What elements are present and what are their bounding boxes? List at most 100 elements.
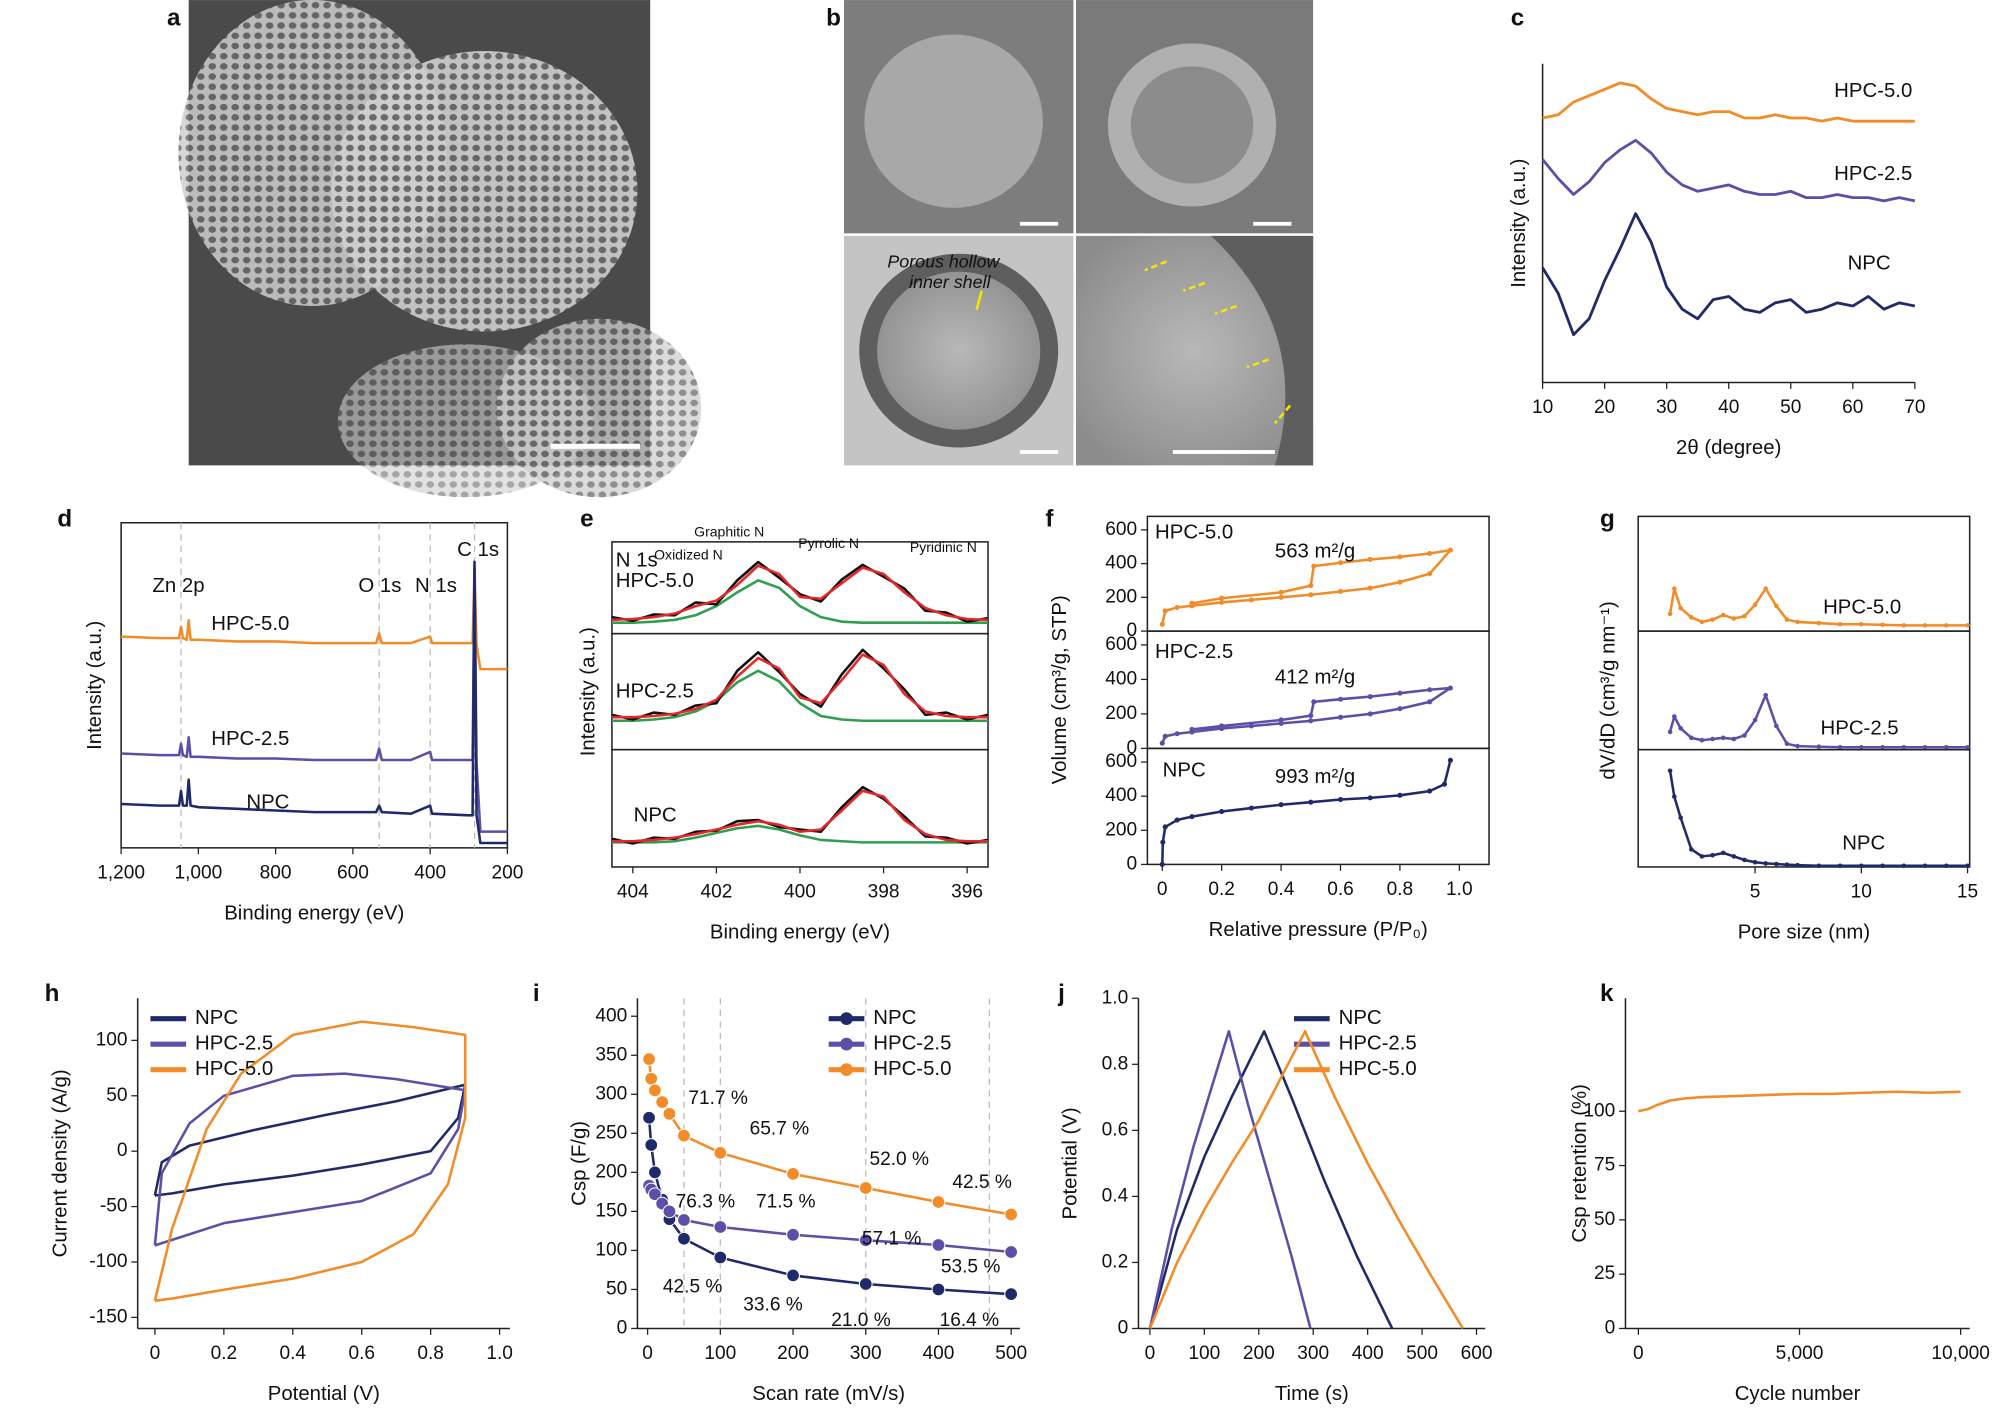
- data-point: [1689, 735, 1694, 741]
- data-point: [1880, 622, 1885, 628]
- y-tick-label: -150: [89, 1306, 127, 1327]
- y-tick-label: -100: [89, 1251, 127, 1272]
- panel-letter: i: [533, 980, 540, 1007]
- y-tick-label: 0: [1118, 1318, 1129, 1339]
- series-line: [153, 1020, 467, 1303]
- series-line: [611, 564, 989, 622]
- series-line: [1541, 138, 1916, 203]
- reference-label: N 1s: [415, 575, 457, 597]
- panel-letter: d: [57, 506, 72, 533]
- data-point: [1731, 736, 1737, 742]
- data-point: [642, 1052, 656, 1067]
- data-point: [1816, 620, 1822, 626]
- y-tick-label: 50: [606, 1278, 627, 1299]
- data-point: [1219, 595, 1225, 601]
- legend-label: HPC-5.0: [1339, 1058, 1417, 1080]
- data-point: [1427, 687, 1433, 693]
- data-point: [1397, 554, 1403, 560]
- data-point: [1795, 619, 1800, 625]
- series-line: [1542, 81, 1915, 123]
- x-tick-label: 0.8: [417, 1343, 444, 1364]
- x-tick-label: 398: [868, 882, 900, 903]
- series-label: HPC-5.0: [1834, 80, 1912, 102]
- x-tick-label: 400: [784, 882, 816, 903]
- data-point: [1965, 745, 1970, 750]
- data-point: [1447, 547, 1453, 553]
- data-point: [648, 1187, 662, 1202]
- y-tick-label: 400: [595, 1005, 627, 1026]
- series-line: [153, 1072, 467, 1247]
- annotation: NPC: [1842, 832, 1885, 854]
- data-point: [1308, 592, 1314, 598]
- annotation: 412 m²/g: [1275, 667, 1355, 689]
- data-point: [1397, 579, 1403, 585]
- data-point: [713, 1145, 728, 1160]
- x-tick-label: 300: [1297, 1343, 1329, 1364]
- y-tick-label: 0.4: [1102, 1185, 1129, 1206]
- x-tick-label: 20: [1594, 397, 1615, 418]
- series-line: [1161, 548, 1452, 625]
- annotation: Pyridinic N: [910, 539, 977, 555]
- data-point: [1922, 745, 1928, 750]
- data-point: [1367, 556, 1373, 562]
- y-tick-label: 0: [1127, 853, 1138, 874]
- x-tick-label: 400: [923, 1343, 955, 1364]
- data-point: [858, 1181, 873, 1195]
- x-axis-label: Binding energy (eV): [710, 922, 890, 944]
- annotation: inner shell: [909, 272, 991, 292]
- annotation: NPC: [1163, 760, 1206, 782]
- data-point: [713, 1220, 728, 1234]
- data-point: [1367, 795, 1373, 801]
- data-point: [1742, 613, 1747, 619]
- x-tick-label: 70: [1904, 397, 1925, 418]
- data-point: [1731, 616, 1737, 621]
- annotation: Oxidized N: [654, 547, 723, 563]
- data-point: [1278, 802, 1284, 808]
- x-axis-label: Relative pressure (P/P₀): [1209, 919, 1428, 941]
- x-tick-label: 600: [1461, 1343, 1493, 1364]
- legend-marker: [840, 1012, 853, 1026]
- data-point: [1004, 1207, 1019, 1222]
- series-line: [1668, 587, 1968, 627]
- data-point: [1427, 788, 1433, 794]
- x-tick-label: 1,000: [174, 862, 222, 883]
- data-point: [1699, 619, 1705, 625]
- data-point: [1219, 723, 1225, 729]
- data-point: [1965, 623, 1970, 628]
- series-line: [611, 560, 989, 623]
- data-point: [1859, 863, 1864, 869]
- data-point: [677, 1213, 691, 1227]
- data-point: [1367, 711, 1373, 717]
- plot-frame: [1637, 630, 1971, 751]
- data-point: [1337, 560, 1344, 566]
- data-point: [1672, 794, 1677, 799]
- data-point: [1944, 863, 1949, 869]
- data-point: [1441, 781, 1448, 787]
- annotation: HPC-2.5: [1155, 641, 1233, 663]
- panel-letter: j: [1057, 980, 1065, 1007]
- legend-label: HPC-5.0: [195, 1058, 273, 1080]
- series-line: [121, 566, 508, 833]
- y-tick-label: 200: [1105, 703, 1137, 724]
- x-tick-label: 400: [414, 862, 446, 883]
- y-tick-label: 100: [1583, 1100, 1615, 1121]
- y-tick-label: 250: [595, 1122, 627, 1143]
- y-tick-label: 0: [1605, 1318, 1616, 1339]
- x-tick-label: 0.8: [1387, 879, 1414, 900]
- data-point: [1710, 736, 1715, 742]
- annotation: 993 m²/g: [1275, 766, 1355, 788]
- y-tick-label: 200: [1105, 586, 1137, 607]
- data-point: [931, 1195, 946, 1209]
- y-tick-label: 1.0: [1102, 987, 1129, 1008]
- x-tick-label: 50: [1780, 397, 1801, 418]
- data-point: [1837, 745, 1843, 750]
- data-point: [1922, 863, 1928, 869]
- data-point: [1784, 617, 1790, 622]
- x-tick-label: 0.2: [211, 1343, 238, 1364]
- data-point: [1004, 1245, 1019, 1259]
- y-tick-label: 0: [1127, 737, 1138, 758]
- legend-label: NPC: [1339, 1007, 1382, 1029]
- data-point: [1965, 863, 1970, 869]
- series-line: [1148, 1030, 1312, 1329]
